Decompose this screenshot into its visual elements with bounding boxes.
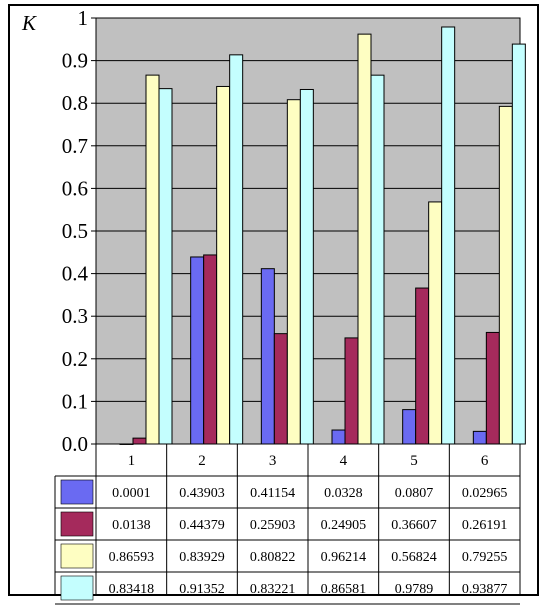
legend-swatch bbox=[60, 511, 94, 537]
bar bbox=[331, 429, 346, 445]
legend-swatch bbox=[60, 543, 94, 569]
y-tick-label: 0.5 bbox=[62, 219, 88, 243]
data-table-cell: 0.83418 bbox=[109, 582, 155, 597]
bar bbox=[498, 105, 513, 445]
bar bbox=[158, 88, 173, 445]
data-table-cell: 0.96214 bbox=[321, 550, 367, 565]
bar bbox=[344, 337, 359, 445]
bar bbox=[132, 437, 147, 445]
y-tick-label: 0.8 bbox=[62, 91, 88, 115]
data-table-cell: 0.0328 bbox=[324, 486, 363, 501]
bar bbox=[216, 85, 231, 445]
bar bbox=[273, 333, 288, 445]
y-tick-label: 0.2 bbox=[62, 347, 88, 371]
bar bbox=[203, 254, 218, 445]
data-table-cell: 0.26191 bbox=[462, 518, 508, 533]
data-table-cell: 0.80822 bbox=[250, 550, 296, 565]
y-tick-label: 0.4 bbox=[62, 262, 89, 286]
bar bbox=[370, 74, 385, 445]
y-axis-label: K bbox=[21, 11, 37, 35]
x-tick-label: 4 bbox=[340, 453, 348, 469]
data-table-cell: 0.56824 bbox=[391, 550, 437, 565]
bar bbox=[357, 33, 372, 445]
y-tick-label: 0.1 bbox=[62, 389, 88, 413]
bar bbox=[511, 43, 526, 445]
x-tick-label: 2 bbox=[198, 453, 206, 469]
data-table-cell: 0.02965 bbox=[462, 486, 508, 501]
bar bbox=[260, 268, 275, 445]
data-table-cell: 0.0138 bbox=[112, 518, 151, 533]
data-table-cell: 0.0807 bbox=[395, 486, 434, 501]
bar bbox=[472, 430, 487, 445]
bar bbox=[402, 409, 417, 445]
data-table-cell: 0.86593 bbox=[109, 550, 155, 565]
x-tick-label: 3 bbox=[269, 453, 277, 469]
bar bbox=[485, 331, 500, 445]
data-table-cell: 0.9789 bbox=[395, 582, 434, 597]
y-tick-label: 0.6 bbox=[62, 176, 88, 200]
bar bbox=[441, 26, 456, 445]
bar bbox=[415, 287, 430, 445]
data-table-cell: 0.83221 bbox=[250, 582, 296, 597]
data-table-cell: 0.91352 bbox=[179, 582, 225, 597]
x-tick-label: 6 bbox=[481, 453, 489, 469]
data-table-cell: 0.43903 bbox=[179, 486, 225, 501]
y-tick-label: 0.3 bbox=[62, 304, 88, 328]
bar bbox=[190, 256, 205, 445]
y-tick-label: 1 bbox=[78, 6, 89, 30]
bar bbox=[145, 74, 160, 445]
data-table-cell: 0.0001 bbox=[112, 486, 151, 501]
data-table-cell: 0.25903 bbox=[250, 518, 296, 533]
data-table-cell: 0.41154 bbox=[250, 486, 295, 501]
data-table-cell: 0.44379 bbox=[179, 518, 225, 533]
bar bbox=[286, 99, 301, 445]
x-tick-label: 1 bbox=[128, 453, 136, 469]
data-table-cell: 0.79255 bbox=[462, 550, 508, 565]
bar bbox=[119, 443, 134, 445]
y-tick-label: 0.7 bbox=[62, 134, 88, 158]
y-tick-label: 0.0 bbox=[62, 432, 88, 456]
data-table-cell: 0.24905 bbox=[321, 518, 367, 533]
bar bbox=[299, 88, 314, 445]
legend-swatch bbox=[60, 575, 94, 601]
x-tick-label: 5 bbox=[410, 453, 418, 469]
data-table-cell: 0.83929 bbox=[179, 550, 225, 565]
bar bbox=[229, 54, 244, 445]
data-table-cell: 0.93877 bbox=[462, 582, 508, 597]
data-table-cell: 0.36607 bbox=[391, 518, 437, 533]
y-tick-label: 0.9 bbox=[62, 49, 88, 73]
data-table-cell: 0.86581 bbox=[321, 582, 367, 597]
bar bbox=[428, 201, 443, 445]
legend-swatch bbox=[60, 479, 94, 505]
